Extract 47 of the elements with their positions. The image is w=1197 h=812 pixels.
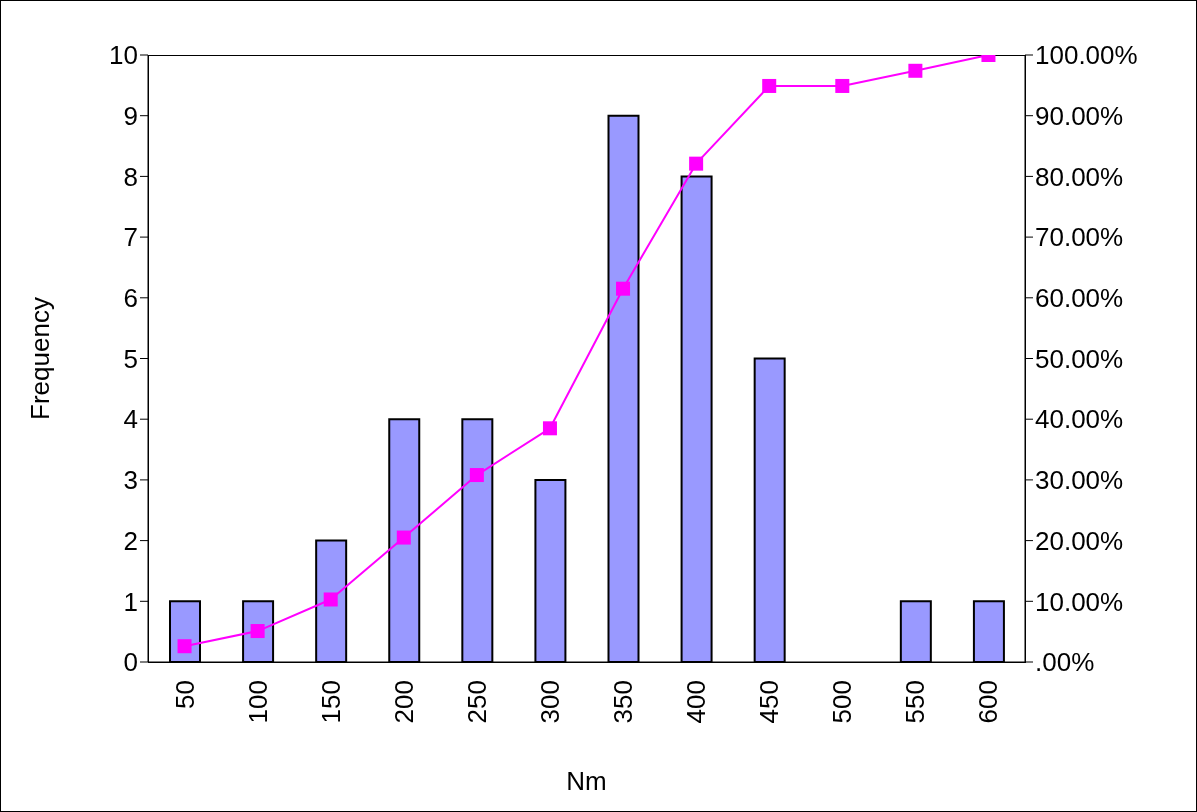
point xyxy=(469,468,484,483)
y2-tick-label: 30.00% xyxy=(1035,465,1124,496)
y2-tick-label: 40.00% xyxy=(1035,404,1124,435)
point xyxy=(250,624,265,639)
x-tick-label: 550 xyxy=(900,680,931,724)
y2-tick-label: 80.00% xyxy=(1035,161,1124,192)
x-tick-label: 450 xyxy=(754,680,785,724)
point xyxy=(396,530,411,545)
point xyxy=(616,281,631,296)
y-tick-label: 2 xyxy=(123,525,138,556)
x-axis-title: Nm xyxy=(566,766,607,796)
y-tick-label: 0 xyxy=(123,647,138,678)
point xyxy=(177,639,192,654)
x-tick-label: 300 xyxy=(534,680,565,724)
x-tick-label: 50 xyxy=(169,680,200,709)
point xyxy=(689,156,704,171)
y2-tick-label: 60.00% xyxy=(1035,283,1124,314)
x-tick-label: 100 xyxy=(242,680,273,724)
point xyxy=(908,63,923,78)
y2-tick-label: 70.00% xyxy=(1035,222,1124,253)
y-tick-label: 6 xyxy=(123,283,138,314)
x-tick-label: 400 xyxy=(681,680,712,724)
y2-tick-label: .00% xyxy=(1035,647,1095,678)
y2-tick-label: 90.00% xyxy=(1035,100,1124,131)
y2-tick-label: 10.00% xyxy=(1035,586,1124,617)
y-tick-label: 3 xyxy=(123,465,138,496)
point xyxy=(323,592,338,607)
y-tick-label: 9 xyxy=(123,100,138,131)
y2-tick-label: 20.00% xyxy=(1035,525,1124,556)
x-tick-label: 200 xyxy=(388,680,419,724)
point xyxy=(835,78,850,93)
y-tick-label: 1 xyxy=(123,586,138,617)
y-axis-title: Frequency xyxy=(25,297,56,420)
x-tick-label: 500 xyxy=(827,680,858,724)
y-tick-label: 8 xyxy=(123,161,138,192)
y-tick-label: 5 xyxy=(123,343,138,374)
x-tick-label: 600 xyxy=(973,680,1004,724)
x-tick-label: 250 xyxy=(461,680,492,724)
point xyxy=(542,421,557,436)
y-tick-label: 7 xyxy=(123,222,138,253)
x-tick-label: 150 xyxy=(315,680,346,724)
y2-tick-label: 100.00% xyxy=(1035,40,1138,71)
y-tick-label: 4 xyxy=(123,404,138,435)
point xyxy=(762,78,777,93)
y2-tick-label: 50.00% xyxy=(1035,343,1124,374)
x-tick-label: 350 xyxy=(608,680,639,724)
y-tick-label: 10 xyxy=(109,40,138,71)
